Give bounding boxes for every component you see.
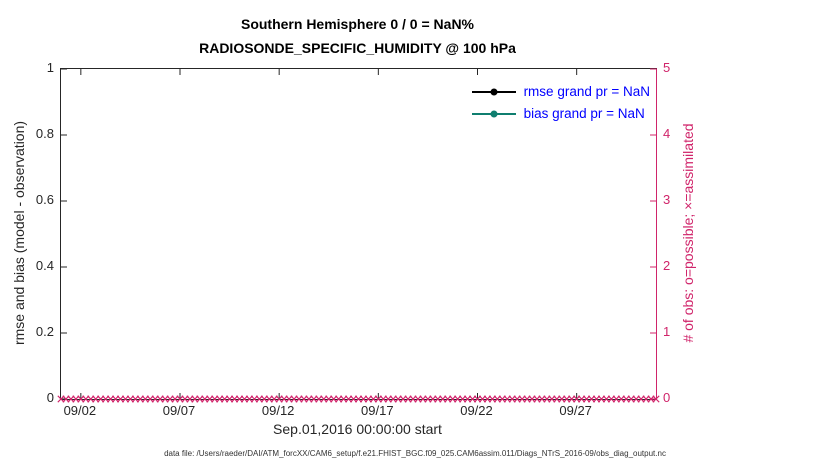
x-tick-label: 09/12 [261, 403, 295, 418]
bias-line-sample [471, 110, 516, 117]
x-axis-tick-labels: 09/02 09/07 09/12 09/17 09/22 09/27 [60, 403, 655, 421]
rmse-line-sample [471, 88, 516, 95]
y-left-tick-label: 1 [46, 60, 54, 75]
y-left-tick-label: 0.2 [35, 324, 54, 339]
legend-item-rmse: rmse grand pr = NaN [471, 84, 650, 99]
chart-subtitle: RADIOSONDE_SPECIFIC_HUMIDITY @ 100 hPa [199, 40, 516, 56]
x-tick-label: 09/17 [361, 403, 394, 418]
y-right-tick-label: 2 [663, 258, 671, 273]
y-left-tick-label: 0 [46, 390, 54, 405]
x-tick-label: 09/02 [63, 403, 97, 418]
right-axis-tick-labels: 0 1 2 3 4 5 [663, 60, 703, 405]
bias-marker-dot [490, 110, 498, 117]
y-right-tick-label: 4 [663, 126, 671, 141]
x-tick-label: 09/07 [162, 403, 196, 418]
y-right-tick-label: 5 [663, 60, 671, 75]
y-left-tick-label: 0.6 [35, 192, 54, 207]
chart-title: Southern Hemisphere 0 / 0 = NaN% [240, 16, 475, 32]
x-tick-label: 09/27 [559, 403, 592, 418]
y-right-tick-label: 3 [663, 192, 671, 207]
left-axis-tick-labels: 0 0.2 0.4 0.6 0.8 1 [0, 60, 54, 405]
legend-item-bias: bias grand pr = NaN [471, 106, 645, 121]
plot-canvas [57, 68, 660, 403]
x-axis-label: Sep.01,2016 00:00:00 start [273, 421, 442, 437]
legend-label-bias: bias grand pr = NaN [523, 106, 645, 121]
rmse-marker-dot [490, 88, 498, 95]
left-axis-label: rmse and bias (model - observation) [11, 120, 27, 346]
y-left-tick-label: 0.4 [35, 258, 54, 273]
right-axis-label: # of obs: o=possible; ×=assimilated [680, 123, 696, 343]
plot-mark [652, 395, 660, 403]
data-file-caption: data file: /Users/raeder/DAI/ATM_forcXX/… [164, 449, 666, 458]
y-left-tick-label: 0.8 [35, 126, 54, 141]
x-tick-label: 09/22 [460, 403, 493, 418]
legend: rmse grand pr = NaN bias grand pr = NaN [471, 84, 650, 121]
plot-area [57, 68, 660, 403]
legend-label-rmse: rmse grand pr = NaN [523, 84, 650, 99]
y-right-tick-label: 1 [663, 324, 671, 339]
y-right-tick-label: 0 [663, 390, 671, 405]
